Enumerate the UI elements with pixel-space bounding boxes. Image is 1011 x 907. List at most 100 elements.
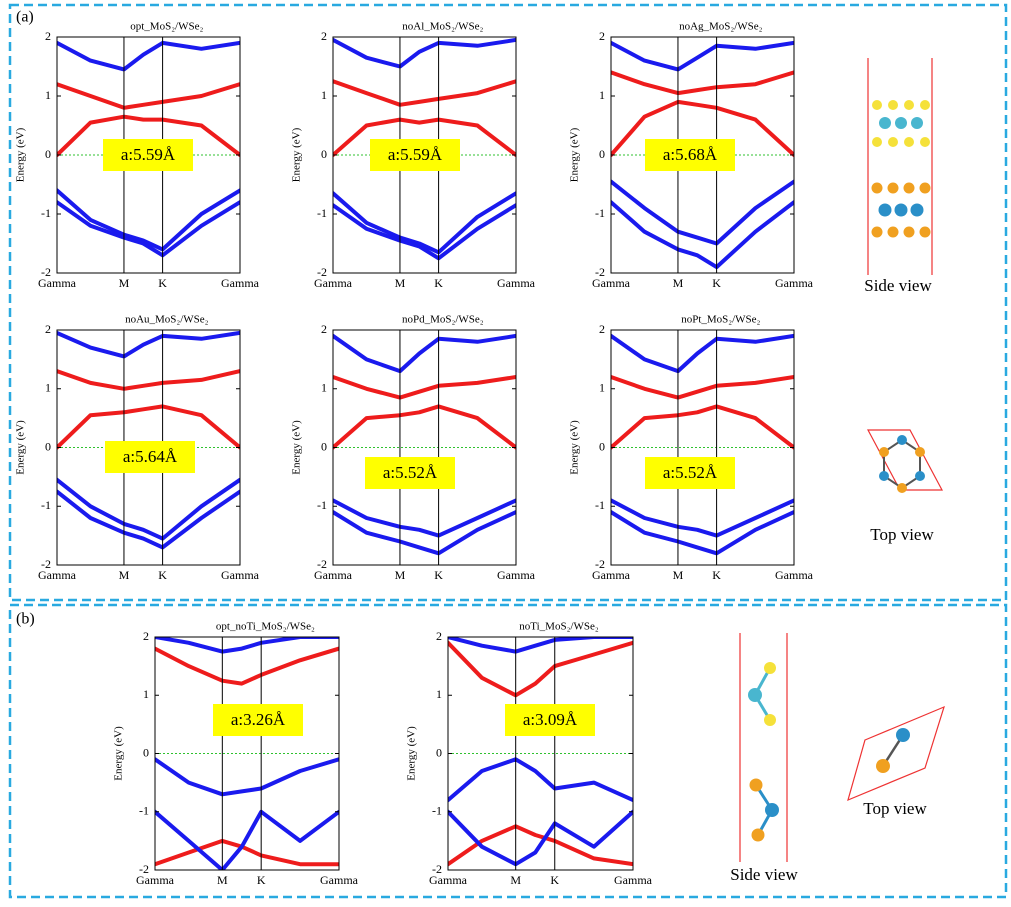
y-tick-label: -2 — [595, 557, 605, 571]
y-tick-label: -1 — [317, 498, 327, 512]
y-tick-label: 1 — [45, 88, 51, 102]
y-tick-label: -1 — [41, 206, 51, 220]
x-tick-label: M — [119, 568, 130, 582]
x-tick-label: Gamma — [614, 873, 653, 887]
y-tick-label: -2 — [317, 265, 327, 279]
band-line — [333, 40, 516, 67]
x-tick-label: K — [158, 276, 167, 290]
chart-title: noAg_MoS₂/WSe₂ — [679, 21, 763, 33]
panel-frame — [10, 5, 1006, 600]
band-line — [611, 377, 794, 398]
x-tick-label: Gamma — [775, 568, 814, 582]
figure: (a) (b) Side view Top view Side view — [0, 0, 1011, 902]
band-line — [611, 406, 794, 447]
y-tick-label: 2 — [45, 322, 51, 336]
x-tick-label: K — [712, 568, 721, 582]
y-tick-label: -1 — [317, 206, 327, 220]
y-axis-label: Energy (eV) — [569, 420, 581, 475]
y-tick-label: 2 — [321, 29, 327, 43]
y-tick-label: 0 — [599, 147, 605, 161]
annotation: a:3.09Å — [523, 710, 578, 729]
structure-label: Side view — [864, 276, 932, 295]
y-tick-label: 2 — [143, 629, 149, 643]
y-tick-label: 1 — [143, 687, 149, 701]
chart-title: noPd_MoS₂/WSe₂ — [402, 314, 484, 326]
band-line — [155, 649, 339, 684]
y-tick-label: 2 — [599, 29, 605, 43]
structure-side-view — [868, 58, 932, 275]
panel-label: (b) — [16, 611, 35, 628]
x-tick-label: K — [712, 276, 721, 290]
structure-label: Top view — [870, 525, 934, 544]
x-tick-label: M — [395, 276, 406, 290]
y-axis-label: Energy (eV) — [291, 420, 303, 475]
y-tick-label: 0 — [436, 745, 442, 759]
chart-title: noTi_MoS₂/WSe₂ — [519, 621, 599, 633]
x-tick-label: M — [217, 873, 228, 887]
band-line — [155, 841, 339, 864]
x-tick-label: M — [673, 276, 684, 290]
x-tick-label: K — [434, 276, 443, 290]
band-line — [155, 812, 339, 870]
y-tick-label: -1 — [595, 206, 605, 220]
x-tick-label: K — [158, 568, 167, 582]
y-tick-label: -1 — [595, 498, 605, 512]
chart-title: opt_MoS₂/WSe₂ — [130, 21, 203, 33]
band-line — [57, 84, 240, 108]
chart-title: noAl_MoS₂/WSe₂ — [402, 21, 483, 33]
structure-top-view — [868, 430, 942, 493]
annotation: a:5.59Å — [388, 145, 443, 164]
x-tick-label: Gamma — [775, 276, 814, 290]
x-tick-label: Gamma — [497, 276, 536, 290]
y-tick-label: 1 — [45, 381, 51, 395]
y-axis-label: Energy (eV) — [15, 420, 27, 475]
y-tick-label: 2 — [321, 322, 327, 336]
annotation: a:5.59Å — [121, 145, 176, 164]
x-tick-label: Gamma — [497, 568, 536, 582]
band-line — [448, 759, 633, 800]
band-line — [333, 377, 516, 398]
y-tick-label: 2 — [45, 29, 51, 43]
band-line — [611, 336, 794, 371]
panel-label: (a) — [16, 9, 34, 26]
x-tick-label: Gamma — [221, 276, 260, 290]
y-tick-label: -2 — [595, 265, 605, 279]
y-axis-label: Energy (eV) — [569, 127, 581, 182]
y-tick-label: -2 — [41, 265, 51, 279]
y-tick-label: -2 — [41, 557, 51, 571]
series-group — [611, 336, 794, 553]
x-tick-label: M — [510, 873, 521, 887]
y-tick-label: 1 — [321, 88, 327, 102]
y-tick-label: 1 — [436, 687, 442, 701]
y-tick-label: -1 — [432, 804, 442, 818]
x-tick-label: K — [434, 568, 443, 582]
series-group — [57, 333, 240, 548]
annotation: a:5.64Å — [123, 447, 178, 466]
band-line — [155, 637, 339, 652]
band-line — [611, 72, 794, 93]
band-line — [57, 333, 240, 357]
x-tick-label: M — [395, 568, 406, 582]
y-axis-label: Energy (eV) — [113, 726, 125, 781]
y-tick-label: -2 — [432, 862, 442, 876]
band-line — [57, 43, 240, 70]
band-line — [333, 81, 516, 105]
y-tick-label: -2 — [317, 557, 327, 571]
x-tick-label: K — [257, 873, 266, 887]
structure-top-view — [848, 707, 944, 800]
band-line — [57, 371, 240, 389]
chart-title: noAu_MoS₂/WSe₂ — [125, 314, 209, 326]
x-tick-label: Gamma — [221, 568, 260, 582]
y-tick-label: -2 — [139, 862, 149, 876]
y-axis-label: Energy (eV) — [406, 726, 418, 781]
band-line — [611, 182, 794, 244]
chart-title: opt_noTi_MoS₂/WSe₂ — [216, 621, 315, 633]
band-line — [155, 759, 339, 794]
series-group — [333, 336, 516, 553]
band-line — [448, 643, 633, 696]
y-tick-label: 1 — [599, 381, 605, 395]
band-line — [333, 406, 516, 447]
series-group — [448, 637, 633, 864]
y-axis-label: Energy (eV) — [15, 127, 27, 182]
x-tick-label: M — [673, 568, 684, 582]
